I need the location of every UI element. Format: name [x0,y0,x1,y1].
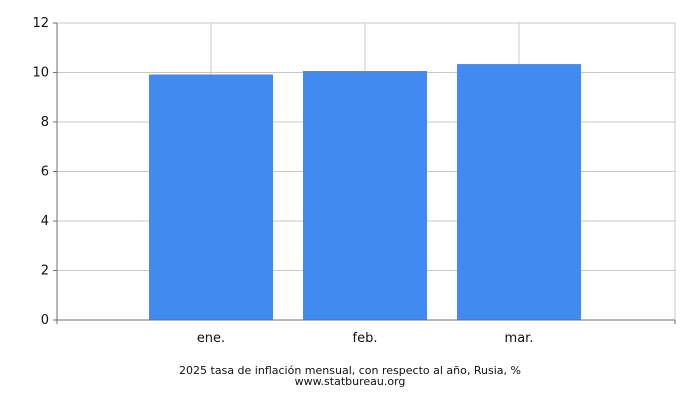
y-tick-label: 6 [41,165,49,180]
chart-title: 2025 tasa de inflación mensual, con resp… [179,364,521,377]
y-tick-label: 0 [41,313,49,328]
y-tick-label: 2 [41,264,49,279]
y-tick-label: 10 [32,66,49,81]
y-tick-label: 8 [41,115,49,130]
x-tick-label: ene. [197,331,225,346]
bar-mar [457,64,581,321]
bar-feb [303,71,427,320]
axes-layer [53,22,676,324]
x-tick-label: mar. [505,331,534,346]
labels-layer: 0 2 4 6 8 10 12 ene. feb. mar. [32,16,533,346]
y-tick-label: 12 [32,16,49,31]
y-tick-label: 4 [41,214,49,229]
bars-layer [149,64,581,321]
source-label: www.statbureau.org [295,375,406,388]
bar-ene [149,74,273,320]
x-tick-label: feb. [353,331,378,346]
